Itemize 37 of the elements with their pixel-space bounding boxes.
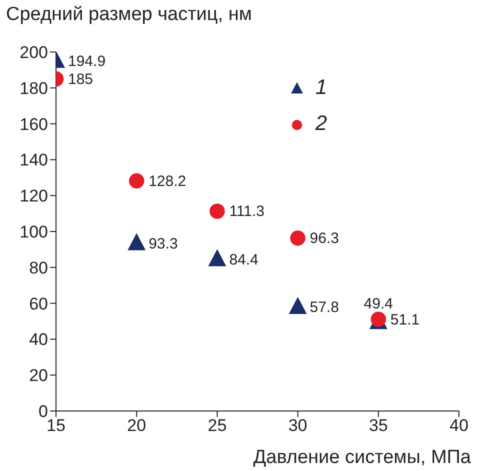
y-tick-label: 60 <box>29 294 48 314</box>
y-tick-label: 200 <box>20 43 48 62</box>
legend-label: 2 <box>315 112 327 136</box>
x-tick-label: 30 <box>288 416 308 436</box>
y-tick-label: 180 <box>20 78 48 98</box>
point <box>290 230 306 246</box>
x-axis-title: Давление системы, МПа <box>253 447 471 469</box>
data-label: 51.1 <box>390 311 420 328</box>
data-label: 84.4 <box>229 252 258 268</box>
x-tick-label: 35 <box>368 416 388 436</box>
y-tick-label: 80 <box>29 258 48 278</box>
data-label: 49.4 <box>364 295 393 312</box>
x-tick-label: 25 <box>208 416 227 436</box>
y-tick-label: 100 <box>20 222 48 242</box>
data-label: 57.8 <box>310 299 340 316</box>
x-tick-label: 15 <box>46 416 66 436</box>
y-tick-label: 20 <box>29 366 48 386</box>
y-tick-label: 120 <box>20 186 48 206</box>
data-label: 96.3 <box>310 230 340 248</box>
point <box>208 249 226 266</box>
point <box>210 204 225 219</box>
data-label: 111.3 <box>229 203 265 220</box>
data-label: 194.9 <box>68 53 106 70</box>
y-tick-label: 140 <box>20 150 48 170</box>
data-label: 185 <box>68 70 94 88</box>
y-axis-title: Средний размер частиц, нм <box>6 4 252 26</box>
data-label: 128.2 <box>148 172 186 190</box>
point <box>128 233 146 250</box>
point <box>288 296 307 314</box>
y-tick-label: 40 <box>29 330 48 350</box>
y-tick-label: 160 <box>20 114 48 134</box>
y-tick-label: 0 <box>38 402 48 422</box>
legend-label: 1 <box>315 76 327 100</box>
x-tick-label: 40 <box>450 416 468 436</box>
data-label: 93.3 <box>148 236 178 253</box>
point <box>128 173 144 189</box>
x-tick-label: 20 <box>127 416 146 436</box>
